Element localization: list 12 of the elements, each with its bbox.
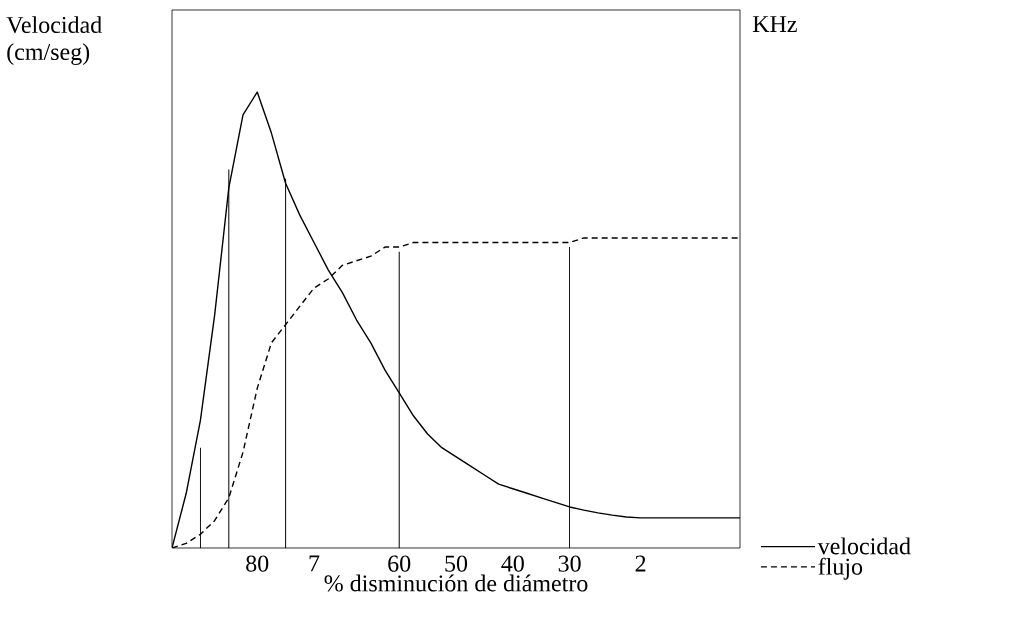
x-tick-label: 60 xyxy=(388,555,411,572)
legend-label: velocidad xyxy=(817,537,911,555)
x-tick-label: 7 xyxy=(309,555,320,572)
x-tick-label: 2 xyxy=(635,555,646,572)
legend-label: flujo xyxy=(818,557,863,580)
y2-axis-title: KHz xyxy=(752,16,797,32)
x-tick-label: 80 xyxy=(246,555,269,572)
x-tick-label: 40 xyxy=(501,555,524,572)
x-tick-label: 50 xyxy=(445,555,468,572)
x-tick-label: 30 xyxy=(558,555,581,572)
x-axis-title: % disminución de diámetro xyxy=(324,574,588,592)
y-axis-title: Velocidad (cm/seg) xyxy=(6,16,102,66)
